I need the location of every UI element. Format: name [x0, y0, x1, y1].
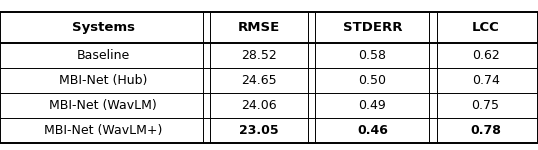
- Text: 0.74: 0.74: [472, 74, 500, 87]
- Text: 0.58: 0.58: [358, 49, 386, 62]
- Text: 23.05: 23.05: [239, 124, 279, 137]
- Text: 0.50: 0.50: [358, 74, 386, 87]
- Text: RMSE: RMSE: [238, 21, 280, 34]
- Text: 0.75: 0.75: [472, 99, 500, 112]
- Text: Systems: Systems: [72, 21, 135, 34]
- Text: LCC: LCC: [472, 21, 499, 34]
- Text: STDERR: STDERR: [343, 21, 402, 34]
- Text: Baseline: Baseline: [77, 49, 130, 62]
- Text: 0.78: 0.78: [470, 124, 501, 137]
- Text: 0.46: 0.46: [357, 124, 388, 137]
- Text: 28.52: 28.52: [241, 49, 277, 62]
- Text: 0.62: 0.62: [472, 49, 499, 62]
- Text: 24.06: 24.06: [241, 99, 277, 112]
- Text: 0.49: 0.49: [358, 99, 386, 112]
- Text: MBI-Net (WavLM+): MBI-Net (WavLM+): [44, 124, 162, 137]
- Text: MBI-Net (WavLM): MBI-Net (WavLM): [49, 99, 157, 112]
- Text: MBI-Net (Hub): MBI-Net (Hub): [59, 74, 147, 87]
- Text: 24.65: 24.65: [241, 74, 277, 87]
